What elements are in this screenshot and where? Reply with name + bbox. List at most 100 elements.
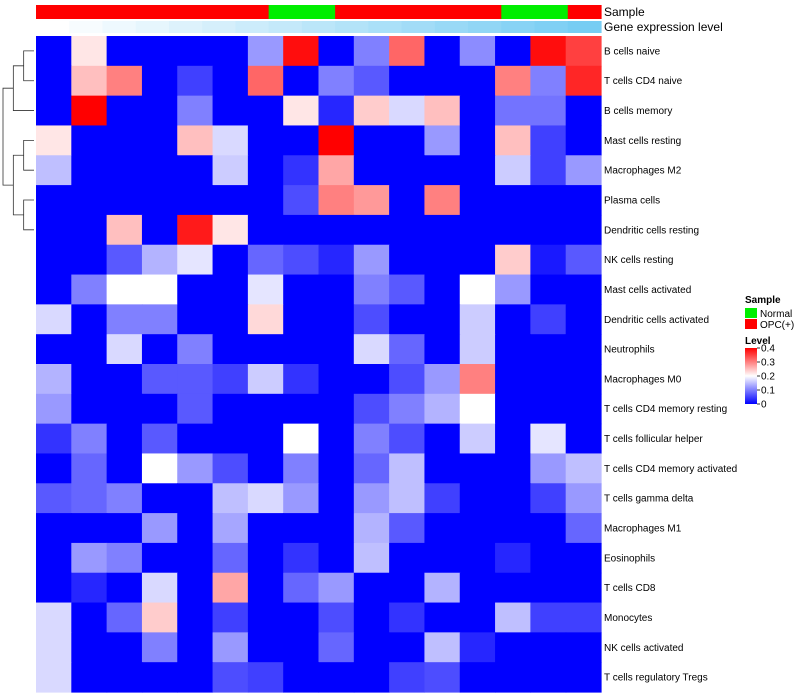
heatmap-cell (71, 95, 108, 127)
heatmap-cell (106, 662, 143, 693)
heatmap-cell (353, 95, 390, 127)
heatmap-cell (177, 244, 214, 276)
heatmap-cell (247, 155, 284, 186)
heatmap-cell (36, 214, 72, 246)
heatmap-cell (247, 393, 284, 425)
heatmap-cell (565, 274, 602, 305)
heatmap-cell (283, 125, 320, 156)
heatmap-cell (459, 155, 496, 186)
row-label: T cells follicular helper (604, 434, 703, 445)
heatmap-cell (459, 542, 496, 574)
sample-annotation-track (36, 5, 602, 19)
heatmap-cell (495, 423, 531, 455)
heatmap-cell (389, 95, 426, 127)
heatmap-cell (36, 95, 72, 127)
legend-swatch-opc (745, 319, 757, 329)
sample-annotation-cell (368, 5, 403, 19)
heatmap-cell (141, 542, 178, 574)
level-legend: Level 0.4 0.3 0.2 0.1 0 (745, 336, 775, 411)
heatmap-cell (424, 274, 461, 305)
heatmap-cell (389, 393, 426, 425)
heatmap-cell (212, 393, 249, 425)
heatmap-cell (177, 155, 214, 186)
heatmap-cell (389, 304, 426, 335)
heatmap-cell (106, 185, 143, 216)
heatmap-cell (565, 244, 602, 276)
sample-annotation-cell (301, 5, 336, 19)
heatmap-cell (424, 36, 461, 67)
heatmap-cell (71, 244, 108, 276)
heatmap-cell (495, 304, 531, 335)
heatmap-cell (177, 304, 214, 335)
dendrogram-branch (23, 199, 34, 231)
heatmap-cell (36, 632, 72, 663)
heatmap-cell (177, 95, 214, 127)
heatmap-cell (141, 274, 178, 305)
heatmap-cell (530, 423, 567, 455)
heatmap-cells (36, 36, 602, 693)
heatmap-cell (565, 393, 602, 425)
heatmap-cell (459, 244, 496, 276)
heatmap-cell (353, 632, 390, 663)
heatmap-cell (71, 334, 108, 365)
heatmap-cell (36, 483, 72, 514)
heatmap-cell (212, 423, 249, 455)
heatmap-cell (283, 483, 320, 514)
heatmap-cell (530, 185, 567, 216)
sample-track-label: Sample (604, 5, 645, 19)
heatmap-cell (141, 125, 178, 156)
heatmap-cell (141, 334, 178, 365)
heatmap-cell (106, 364, 143, 395)
heatmap-cell (565, 95, 602, 127)
heatmap-cell (530, 36, 567, 67)
heatmap-cell (424, 513, 461, 544)
row-dendrogram (2, 50, 34, 231)
heatmap-cell (565, 214, 602, 246)
heatmap-cell (565, 304, 602, 335)
heatmap-cell (36, 155, 72, 186)
heatmap-cell (353, 155, 390, 186)
expression-annotation-cell (168, 21, 203, 33)
heatmap-cell (424, 185, 461, 216)
heatmap-cell (212, 334, 249, 365)
heatmap-cell (283, 364, 320, 395)
heatmap-cell (247, 453, 284, 484)
heatmap-cell (424, 95, 461, 127)
heatmap-cell (36, 65, 72, 97)
heatmap-cell (318, 334, 355, 365)
row-label: T cells gamma delta (604, 494, 694, 505)
heatmap-cell (71, 542, 108, 574)
heatmap-cell (247, 662, 284, 693)
heatmap-cell (353, 572, 390, 604)
heatmap-cell (495, 214, 531, 246)
heatmap-cell (177, 602, 214, 633)
heatmap-cell (495, 95, 531, 127)
heatmap-cell (424, 602, 461, 633)
sample-annotation-cell (335, 5, 369, 19)
heatmap-cell (141, 36, 178, 67)
sample-annotation-cell (468, 5, 502, 19)
heatmap-cell (459, 185, 496, 216)
expression-annotation-cell (468, 21, 502, 33)
row-label: Neutrophils (604, 345, 655, 356)
heatmap-cell (565, 662, 602, 693)
heatmap-cell (389, 185, 426, 216)
heatmap-cell (318, 274, 355, 305)
heatmap-cell (530, 155, 567, 186)
heatmap-cell (71, 572, 108, 604)
sample-annotation-cell (202, 5, 237, 19)
heatmap-cell (565, 602, 602, 633)
heatmap-cell (495, 125, 531, 156)
heatmap-cell (247, 95, 284, 127)
heatmap-cell (141, 244, 178, 276)
dendrogram-branch (2, 87, 14, 186)
heatmap-cell (424, 65, 461, 97)
sample-annotation-cell (168, 5, 203, 19)
heatmap-cell (353, 542, 390, 574)
heatmap-cell (353, 334, 390, 365)
heatmap-cell (212, 95, 249, 127)
heatmap-cell (106, 393, 143, 425)
heatmap-cell (530, 393, 567, 425)
heatmap-cell (495, 662, 531, 693)
